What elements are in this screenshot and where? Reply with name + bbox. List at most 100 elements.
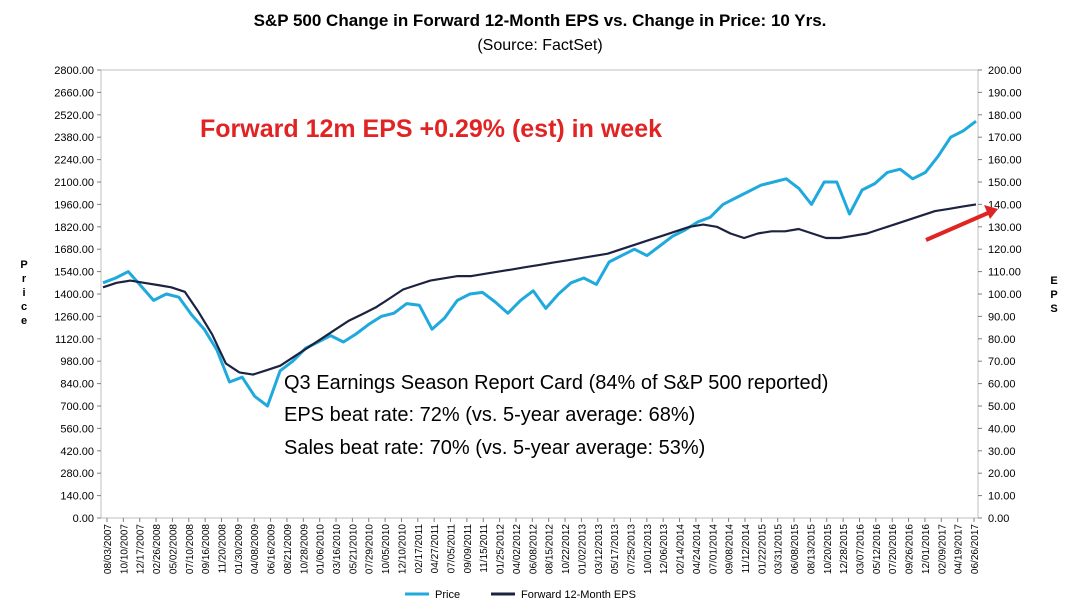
- legend-label: Forward 12-Month EPS: [521, 589, 636, 601]
- x-tick-label: 01/30/2009: [234, 524, 245, 574]
- x-tick-label: 03/07/2016: [855, 524, 866, 574]
- x-tick-label: 03/31/2015: [774, 524, 785, 574]
- x-tick-label: 05/12/2016: [872, 524, 883, 574]
- y-left-tick-label: 700.00: [60, 401, 94, 413]
- x-tick-label: 12/17/2007: [136, 524, 147, 574]
- x-tick-label: 10/01/2013: [643, 524, 654, 574]
- x-tick-label: 01/22/2015: [757, 524, 768, 574]
- y-right-tick-label: 180.00: [988, 110, 1022, 122]
- x-tick-label: 05/02/2008: [168, 524, 179, 574]
- x-tick-label: 04/24/2014: [692, 524, 703, 574]
- x-tick-label: 05/21/2010: [348, 524, 359, 574]
- x-tick-label: 12/28/2015: [839, 524, 850, 574]
- y-right-tick-label: 100.00: [988, 289, 1022, 301]
- y-left-tick-label: 1680.00: [54, 244, 94, 256]
- y-right-tick-label: 40.00: [988, 423, 1016, 435]
- y-left-tick-label: 140.00: [60, 491, 94, 503]
- y-right-tick-label: 120.00: [988, 244, 1022, 256]
- y-right-tick-label: 130.00: [988, 222, 1022, 234]
- y-right-tick-label: 90.00: [988, 311, 1016, 323]
- x-tick-label: 08/15/2012: [545, 524, 556, 574]
- legend-label: Price: [435, 589, 460, 601]
- y-left-tick-label: 1960.00: [54, 199, 94, 211]
- x-tick-label: 02/26/2008: [152, 524, 163, 574]
- x-tick-label: 10/28/2009: [299, 524, 310, 574]
- series-layer: [102, 120, 977, 408]
- x-tick-label: 01/02/2013: [577, 524, 588, 574]
- x-tick-label: 07/20/2016: [888, 524, 899, 574]
- y-left-tick-label: 980.00: [60, 356, 94, 368]
- x-tick-label: 05/17/2013: [610, 524, 621, 574]
- y-left-tick-label: 560.00: [60, 423, 94, 435]
- x-tick-label: 06/26/2017: [970, 524, 981, 574]
- x-tick-label: 08/03/2007: [103, 524, 114, 574]
- y-left-tick-label: 1540.00: [54, 267, 94, 279]
- y-right-tick-label: 190.00: [988, 87, 1022, 99]
- x-tick-label: 10/05/2010: [381, 524, 392, 574]
- y-left-tick-label: 0.00: [73, 513, 94, 525]
- y-right-tick-label: 20.00: [988, 468, 1016, 480]
- y-left-tick-label: 2660.00: [54, 87, 94, 99]
- x-tick-label: 06/08/2012: [528, 524, 539, 574]
- chart-subtitle: (Source: FactSet): [477, 37, 602, 54]
- x-tick-label: 11/12/2014: [741, 524, 752, 574]
- x-tick-label: 04/08/2009: [250, 524, 261, 574]
- report-card-title: Q3 Earnings Season Report Card (84% of S…: [284, 372, 828, 394]
- headline-annotation: Forward 12m EPS +0.29% (est) in week: [200, 115, 662, 143]
- x-tick-label: 04/19/2017: [954, 524, 965, 574]
- x-tick-label: 09/26/2016: [905, 524, 916, 574]
- y-left-tick-label: 2100.00: [54, 177, 94, 189]
- x-tick-label: 02/14/2014: [676, 524, 687, 574]
- x-tick-label: 12/06/2013: [659, 524, 670, 574]
- x-tick-label: 11/15/2011: [479, 524, 490, 573]
- y-right-tick-label: 70.00: [988, 356, 1016, 368]
- y-right-tick-label: 0.00: [988, 513, 1009, 525]
- x-tick-label: 06/16/2009: [267, 524, 278, 574]
- y-right-tick-label: 50.00: [988, 401, 1016, 413]
- x-tick-label: 01/25/2012: [496, 524, 507, 574]
- x-tick-label: 10/22/2012: [561, 524, 572, 574]
- x-tick-label: 01/06/2010: [316, 524, 327, 574]
- x-tick-label: 07/05/2011: [447, 524, 458, 574]
- y-left-tick-label: 1260.00: [54, 311, 94, 323]
- chart-title: S&P 500 Change in Forward 12-Month EPS v…: [254, 11, 827, 30]
- legend-item-eps: Forward 12-Month EPS: [491, 589, 636, 601]
- y-left-tick-label: 2520.00: [54, 110, 94, 122]
- x-tick-label: 07/10/2008: [185, 524, 196, 574]
- y-right-tick-label: 30.00: [988, 446, 1016, 458]
- y-left-tick-label: 840.00: [60, 379, 94, 391]
- x-tick-label: 10/10/2007: [119, 524, 130, 574]
- y-right-tick-label: 110.00: [988, 267, 1021, 279]
- trend-arrow: [925, 205, 998, 242]
- y-right-tick-label: 140.00: [988, 199, 1022, 211]
- x-tick-label: 03/16/2010: [332, 524, 343, 574]
- x-tick-label: 09/09/2011: [463, 524, 474, 574]
- y-right-tick-label: 170.00: [988, 132, 1022, 144]
- series-price-line: [102, 120, 977, 408]
- x-axis: 08/03/2007 10/10/2007 12/17/2007 02/26/2008…: [103, 518, 981, 574]
- series-eps-line: [102, 203, 977, 376]
- x-tick-label: 08/21/2009: [283, 524, 294, 574]
- y-left-tick-label: 420.00: [60, 446, 94, 458]
- x-tick-label: 11/20/2008: [218, 524, 229, 574]
- y-right-tick-label: 60.00: [988, 379, 1016, 391]
- x-tick-label: 07/25/2013: [626, 524, 637, 574]
- x-tick-label: 12/10/2010: [397, 524, 408, 574]
- y-left-tick-label: 280.00: [60, 468, 94, 480]
- x-tick-label: 03/12/2013: [594, 524, 605, 574]
- x-tick-label: 08/13/2015: [806, 524, 817, 574]
- y-right-tick-label: 10.00: [988, 491, 1016, 503]
- y-right-tick-label: 80.00: [988, 334, 1016, 346]
- y-left-tick-label: 1400.00: [54, 289, 94, 301]
- y-right-tick-label: 200.00: [988, 65, 1022, 77]
- y-right-axis: 0.00 10.00 20.00 30.00 40.00 50.00 60.00 70.00 8…: [978, 65, 1022, 525]
- legend: Price Forward 12-Month EPS: [405, 589, 636, 601]
- legend-item-price: Price: [405, 589, 460, 601]
- x-tick-label: 02/17/2011: [414, 524, 425, 574]
- y-right-tick-label: 160.00: [988, 155, 1022, 167]
- x-tick-label: 12/01/2016: [921, 524, 932, 574]
- sales-beat-rate: Sales beat rate: 70% (vs. 5-year average…: [284, 437, 705, 459]
- x-tick-label: 07/29/2010: [365, 524, 376, 574]
